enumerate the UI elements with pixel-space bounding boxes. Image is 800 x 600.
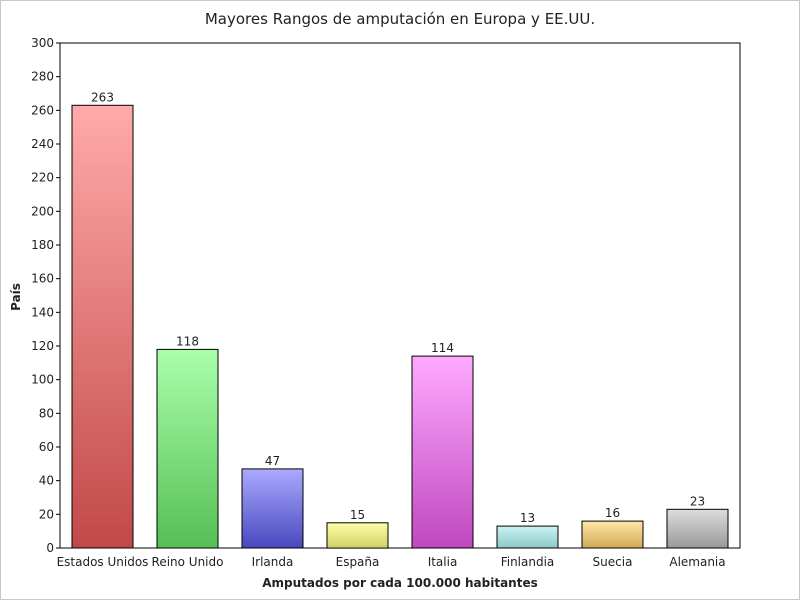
y-tick-label: 180 [31, 238, 54, 252]
bar [581, 520, 644, 549]
y-axis-title: País [9, 283, 23, 311]
bar-data-label: 47 [265, 454, 280, 468]
bar [496, 525, 559, 549]
x-category-label: Irlanda [252, 555, 294, 569]
y-tick-label: 260 [31, 103, 54, 117]
y-tick-label: 100 [31, 373, 54, 387]
x-category-label: España [336, 555, 380, 569]
y-tick-label: 280 [31, 70, 54, 84]
plot-area: 0 20 40 60 80 100 120 140 160 180 200 220 240 260 280 3… [31, 36, 741, 569]
x-category-label: Estados Unidos [57, 555, 149, 569]
bar [326, 522, 389, 549]
bar [241, 468, 304, 549]
bar-data-label: 13 [520, 511, 535, 525]
y-tick-label: 40 [39, 474, 54, 488]
y-tick-label: 20 [39, 507, 54, 521]
y-tick-label: 60 [39, 440, 54, 454]
bar-data-label: 114 [431, 341, 454, 355]
plot-border [59, 42, 741, 549]
bar-data-label: 118 [176, 334, 199, 348]
chart-title: Mayores Rangos de amputación en Europa y… [205, 10, 595, 28]
x-category-label: Finlandia [501, 555, 555, 569]
bar-data-label: 263 [91, 90, 114, 104]
bar-data-label: 16 [605, 506, 620, 520]
y-tick-label: 80 [39, 406, 54, 420]
x-category-label: Reino Unido [152, 555, 224, 569]
bar [411, 355, 474, 549]
bar [156, 348, 219, 549]
bar [71, 104, 134, 549]
y-tick-label: 300 [31, 36, 54, 50]
y-tick-label: 160 [31, 272, 54, 286]
y-tick-label: 140 [31, 305, 54, 319]
x-category-label: Suecia [593, 555, 633, 569]
x-category-label: Alemania [669, 555, 725, 569]
y-tick-label: 200 [31, 204, 54, 218]
y-tick-label: 0 [46, 541, 54, 555]
x-category-label: Italia [428, 555, 458, 569]
y-tick-label: 240 [31, 137, 54, 151]
bar-data-label: 15 [350, 508, 365, 522]
bar-data-label: 23 [690, 494, 705, 508]
x-axis-title: Amputados por cada 100.000 habitantes [262, 576, 538, 590]
y-tick-label: 120 [31, 339, 54, 353]
bar [666, 508, 729, 549]
y-tick-label: 220 [31, 171, 54, 185]
